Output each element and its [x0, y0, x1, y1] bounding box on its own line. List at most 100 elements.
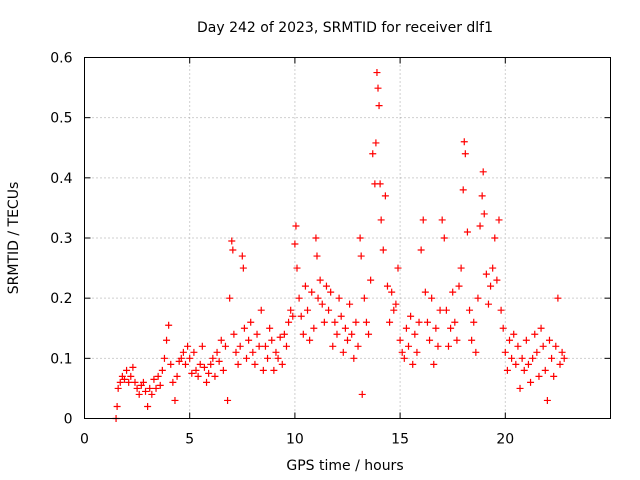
data-point [388, 288, 396, 296]
data-point [325, 306, 333, 314]
data-point [482, 270, 490, 278]
data-point [461, 150, 469, 158]
data-point [257, 306, 265, 314]
data-point [541, 366, 549, 374]
data-point [354, 342, 362, 350]
data-point [125, 378, 133, 386]
data-point [470, 318, 478, 326]
data-point [459, 186, 467, 194]
data-point [357, 252, 365, 260]
data-point [234, 360, 242, 368]
data-point [423, 318, 431, 326]
data-point [142, 387, 150, 395]
data-point [476, 222, 484, 230]
data-point [127, 372, 135, 380]
data-point [350, 354, 358, 362]
data-point [460, 138, 468, 146]
y-tick-label: 0.4 [50, 171, 72, 187]
x-tick-label: 5 [185, 432, 194, 448]
data-point [322, 282, 330, 290]
data-point [421, 288, 429, 296]
data-point [479, 168, 487, 176]
data-point [116, 378, 124, 386]
data-point [503, 366, 511, 374]
data-point [419, 216, 427, 224]
data-point [522, 336, 530, 344]
data-point [205, 369, 213, 377]
data-point [344, 336, 351, 344]
data-point [374, 84, 382, 92]
data-point [228, 237, 236, 245]
data-point [150, 375, 158, 383]
data-point [245, 336, 253, 344]
data-point [472, 348, 480, 356]
data-point [379, 246, 387, 254]
data-point [276, 333, 284, 341]
data-point [113, 402, 121, 410]
data-point [377, 216, 385, 224]
data-point [251, 360, 259, 368]
data-point [348, 330, 356, 338]
data-point [198, 342, 206, 350]
data-point [463, 228, 471, 236]
data-point [543, 396, 551, 404]
data-point [375, 102, 383, 110]
data-point [310, 324, 318, 332]
data-point [518, 354, 526, 362]
data-point [489, 264, 497, 272]
data-point [362, 318, 370, 326]
data-point [158, 366, 166, 374]
data-point [154, 372, 162, 380]
data-point [512, 360, 520, 368]
data-point [146, 384, 154, 392]
data-point [194, 372, 202, 380]
data-point [247, 318, 255, 326]
data-point [135, 390, 143, 398]
data-point [285, 318, 293, 326]
data-point [179, 348, 187, 356]
data-point [367, 276, 375, 284]
data-point [415, 318, 423, 326]
y-axis-ticks: 0 0.1 0.2 0.3 0.4 0.5 0.6 [50, 51, 611, 428]
data-point [381, 192, 389, 200]
data-point [209, 354, 217, 362]
data-point [274, 354, 282, 362]
data-point [156, 381, 164, 389]
data-point [203, 378, 211, 386]
data-point [331, 318, 339, 326]
data-point [211, 372, 219, 380]
data-point [436, 306, 444, 314]
data-point [474, 294, 482, 302]
y-tick-label: 0.6 [50, 51, 72, 67]
data-point [438, 216, 446, 224]
data-point [236, 342, 244, 350]
data-point [554, 294, 562, 302]
data-point [312, 234, 320, 242]
data-point [120, 375, 128, 383]
data-point [556, 360, 564, 368]
data-point [514, 342, 522, 350]
data-point [392, 300, 400, 308]
data-point [339, 348, 347, 356]
data-point [264, 354, 272, 362]
data-point [352, 318, 360, 326]
x-axis-label: GPS time / hours [286, 458, 403, 474]
data-point [169, 378, 177, 386]
data-point [535, 372, 543, 380]
data-point [282, 342, 290, 350]
data-point [320, 318, 328, 326]
data-point [173, 372, 181, 380]
data-point [186, 354, 194, 362]
data-point [226, 294, 234, 302]
data-point [430, 360, 438, 368]
data-point [487, 282, 495, 290]
data-point [501, 348, 509, 356]
data-point [407, 312, 415, 320]
y-tick-label: 0.5 [50, 111, 72, 127]
data-point [520, 366, 528, 374]
data-point [468, 336, 476, 344]
data-point [506, 336, 514, 344]
data-point [376, 180, 384, 188]
data-point [240, 324, 248, 332]
